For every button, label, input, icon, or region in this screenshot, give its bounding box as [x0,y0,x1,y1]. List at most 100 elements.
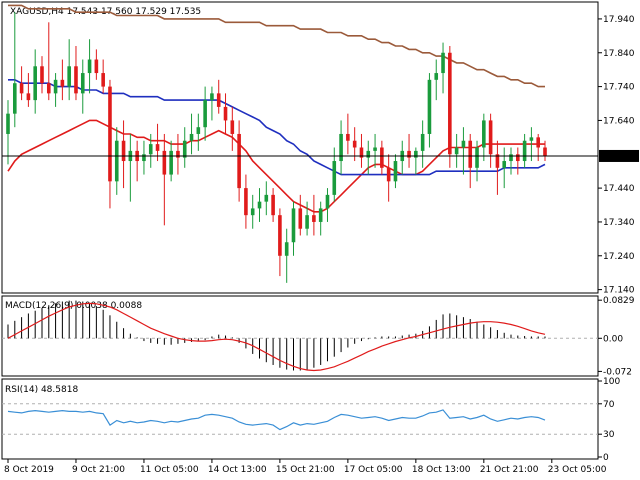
candle-bear [244,188,248,216]
candle-bear [94,59,99,74]
ma-fast-line [7,119,545,213]
candle-bull [189,133,194,141]
candle-bear [74,66,78,94]
candle-bull [441,52,445,74]
candle-bear [237,133,241,189]
price-tick-label: 17.640 [603,116,635,126]
candle-bull [461,140,466,148]
ma-mid-line [8,79,546,176]
candle-bull [420,133,425,151]
candle-bull [250,208,255,216]
candle-bull [196,127,201,134]
candle-bear [60,79,65,87]
rsi-tick-label: 70 [603,400,615,410]
candle-bull [284,242,289,256]
candle-bull [210,93,214,101]
candle-bear [101,73,105,87]
price-tick-label: 17.440 [603,184,635,194]
candle-bear [448,52,452,155]
candle-bull [434,73,439,80]
candle-bear [495,154,500,168]
candle-bear [407,150,411,158]
chart-symbol: XAGUSD,H4 [10,7,67,17]
candle-bear [176,150,180,158]
candle-bull [529,137,534,141]
candle-bear [223,106,228,121]
candle-bull [325,194,330,209]
time-tick-label: 17 Oct 05:00 [344,465,403,475]
candle-bull [142,154,146,162]
time-tick-label: 8 Oct 2019 [4,465,54,475]
rsi-pane-frame [1,378,599,460]
candle-bull [87,59,92,74]
candle-bull [414,150,418,158]
candle-bull [366,150,371,158]
time-tick-label: 11 Oct 05:00 [140,465,199,475]
current-price-label: 17.535 [603,152,635,162]
macd-tick-label: -0.072 [603,367,632,377]
candle-bull [522,140,527,162]
rsi-title: RSI(14) 48.5818 [5,385,78,395]
macd-tick-label: 0.0829 [603,296,635,306]
macd-signal-line [7,302,546,372]
candle-bear [359,147,364,158]
candle-bull [182,140,187,158]
price-tick-label: 17.340 [603,218,635,228]
chart-ohlc: 17.543 17.560 17.529 17.535 [67,7,202,17]
candle-bull [475,147,479,168]
candle-bear [108,86,112,182]
candle-bear [516,154,520,162]
candle-bull [332,161,337,195]
candle-bear [298,208,303,229]
price-tick-label: 17.840 [603,49,635,59]
candle-bull [318,208,323,222]
candle-bull [305,215,309,229]
candle-bear [121,140,126,162]
price-tick-label: 17.740 [603,83,635,93]
time-tick-label: 15 Oct 21:00 [276,465,335,475]
candle-bear [271,194,275,216]
candle-bear [386,167,391,182]
time-tick-label: 14 Oct 13:00 [208,465,267,475]
candle-bear [40,66,44,84]
candle-bear [312,215,316,222]
candle-bull [509,154,513,162]
candle-bull [148,144,153,155]
candle-bull [203,100,207,128]
candle-bear [352,140,357,148]
candle-bear [346,133,350,141]
candle-bear [468,140,473,168]
candle-bear [536,137,541,148]
ma-slow-line [8,4,545,88]
candle-bull [53,79,58,94]
candle-bull [33,66,37,101]
candle-bear [488,120,493,155]
time-tick-label: 21 Oct 21:00 [480,465,539,475]
chart-header: XAGUSD,H4 17.543 17.560 17.529 17.535 [10,7,201,17]
price-tick-label: 17.940 [603,15,635,25]
price-tick-label: 17.140 [603,286,635,296]
rsi-line [7,409,546,431]
candle-bear [19,83,24,94]
candle-bull [12,83,17,114]
candle-bull [502,161,507,168]
candle-bull [257,201,262,209]
candle-bear [26,93,31,101]
candle-bull [169,150,173,175]
time-tick-label: 18 Oct 13:00 [412,465,471,475]
candle-bull [114,140,119,182]
macd-tick-label: 0.00 [603,334,623,344]
candle-bear [155,144,160,151]
candle-bull [339,133,343,162]
candle-bear [162,150,167,175]
candle-bull [291,208,296,243]
candle-bear [543,147,547,156]
rsi-tick-label: 30 [603,430,615,440]
candle-bull [6,113,10,134]
price-pane-frame [1,1,599,294]
candle-bear [380,147,384,168]
candle-bull [264,194,269,202]
candle-bear [278,215,282,256]
candle-bull [393,161,398,182]
